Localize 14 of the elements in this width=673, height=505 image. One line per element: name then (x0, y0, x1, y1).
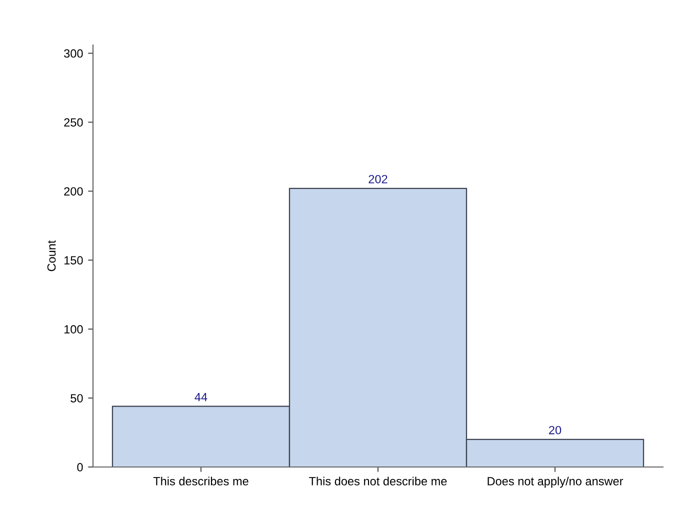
y-tick-label: 50 (70, 394, 83, 402)
y-tick-label: 150 (64, 256, 83, 265)
data-label: 202 (368, 174, 388, 184)
x-tick-label: This describes me (153, 476, 248, 486)
x-tick-label: This does not describe me (309, 476, 447, 486)
data-label: 20 (549, 426, 562, 434)
y-axis-title: Count (47, 240, 56, 272)
y-tick-label: 0 (77, 463, 83, 472)
x-tick-label: Does not apply/no answer (488, 476, 624, 488)
data-label: 44 (194, 392, 208, 402)
y-tick-label: 100 (64, 325, 83, 334)
y-tick-label: 300 (64, 49, 83, 58)
y-tick-label: 200 (64, 187, 83, 196)
y-tick-label: 250 (64, 118, 83, 127)
